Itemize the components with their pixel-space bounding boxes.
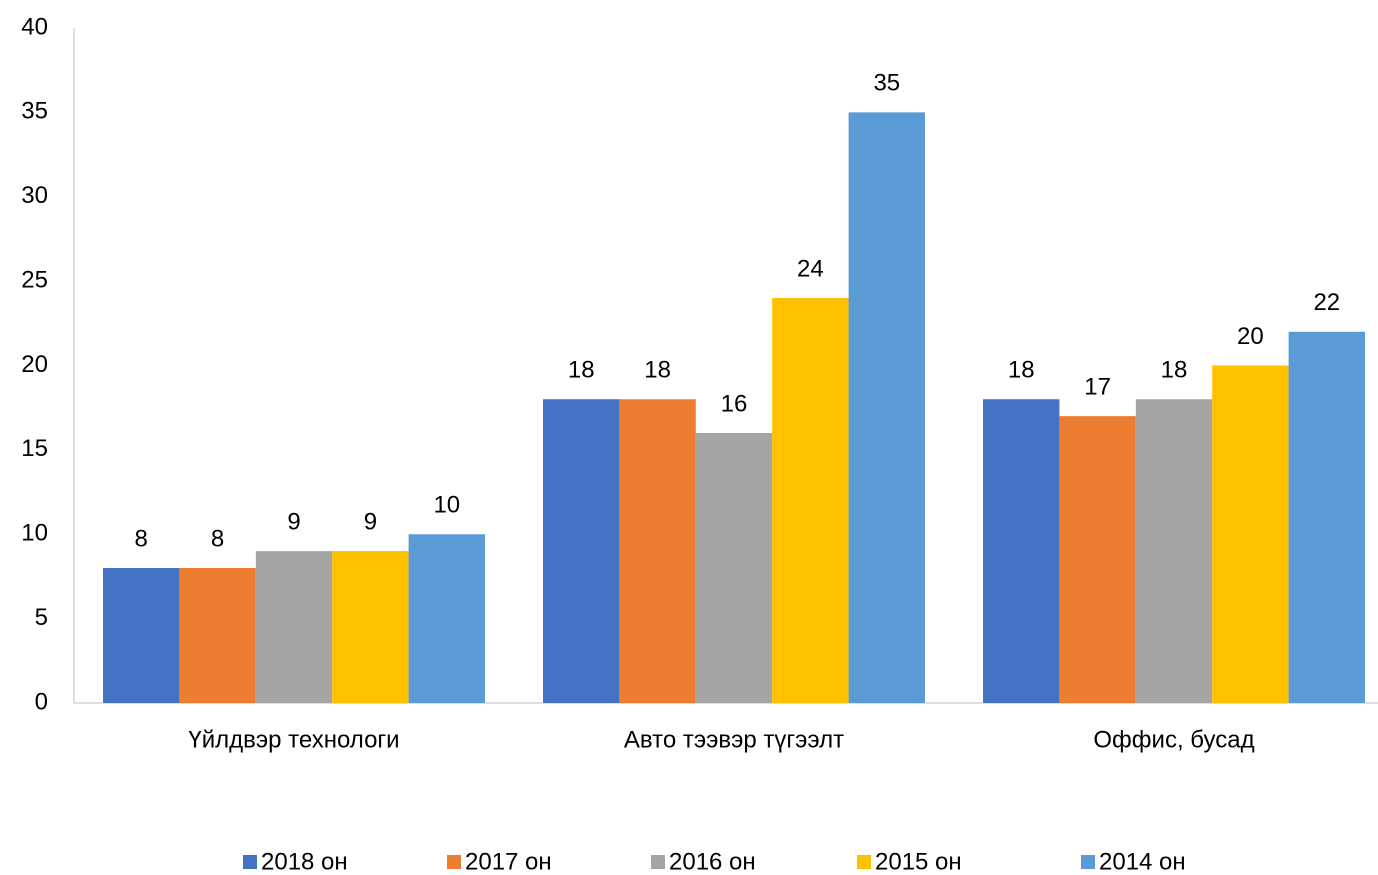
bar <box>619 399 696 703</box>
x-tick-label: Оффис, бусад <box>1093 726 1254 753</box>
legend-swatch <box>243 855 257 869</box>
y-tick-label: 20 <box>21 351 48 378</box>
data-label: 22 <box>1313 289 1340 316</box>
bar <box>179 568 256 703</box>
data-label: 17 <box>1084 373 1111 400</box>
data-label: 18 <box>644 357 671 384</box>
y-tick-label: 35 <box>21 98 48 125</box>
legend-label: 2018 он <box>261 848 348 875</box>
data-label: 18 <box>1161 357 1188 384</box>
data-label: 9 <box>287 508 300 535</box>
y-tick-label: 5 <box>35 604 48 631</box>
data-label: 20 <box>1237 323 1264 350</box>
legend-label: 2015 он <box>875 848 962 875</box>
bar <box>103 568 180 703</box>
data-label: 18 <box>1008 357 1035 384</box>
data-label: 16 <box>721 390 748 417</box>
data-label: 10 <box>433 492 460 519</box>
bar <box>255 551 333 703</box>
x-tick-label: Авто тээвэр түгээлт <box>624 726 844 753</box>
y-tick-label: 15 <box>21 435 48 462</box>
bar <box>1212 365 1289 703</box>
bar <box>1288 331 1365 703</box>
y-tick-label: 10 <box>21 520 48 547</box>
legend-label: 2017 он <box>465 848 552 875</box>
data-label: 35 <box>873 70 900 97</box>
bar <box>848 112 925 703</box>
y-tick-label: 0 <box>35 688 48 715</box>
bar <box>772 298 849 703</box>
y-tick-label: 25 <box>21 266 48 293</box>
data-label: 18 <box>568 357 595 384</box>
legend-label: 2016 он <box>669 848 756 875</box>
bar <box>408 534 485 703</box>
data-label: 8 <box>135 525 148 552</box>
data-label: 9 <box>364 508 377 535</box>
bar <box>983 399 1060 703</box>
y-tick-label: 30 <box>21 182 48 209</box>
legend-swatch <box>1081 855 1095 869</box>
bar <box>1059 416 1136 703</box>
data-label: 24 <box>797 255 824 282</box>
legend-swatch <box>857 855 871 869</box>
y-tick-label: 40 <box>21 13 48 40</box>
legend-label: 2014 он <box>1099 848 1186 875</box>
bar <box>1135 399 1213 703</box>
bar <box>332 551 409 703</box>
bar <box>695 433 773 703</box>
bar <box>543 399 620 703</box>
x-tick-label: Үйлдвэр технологи <box>188 726 399 753</box>
data-label: 8 <box>211 525 224 552</box>
legend-swatch <box>447 855 461 869</box>
legend-swatch <box>651 855 665 869</box>
